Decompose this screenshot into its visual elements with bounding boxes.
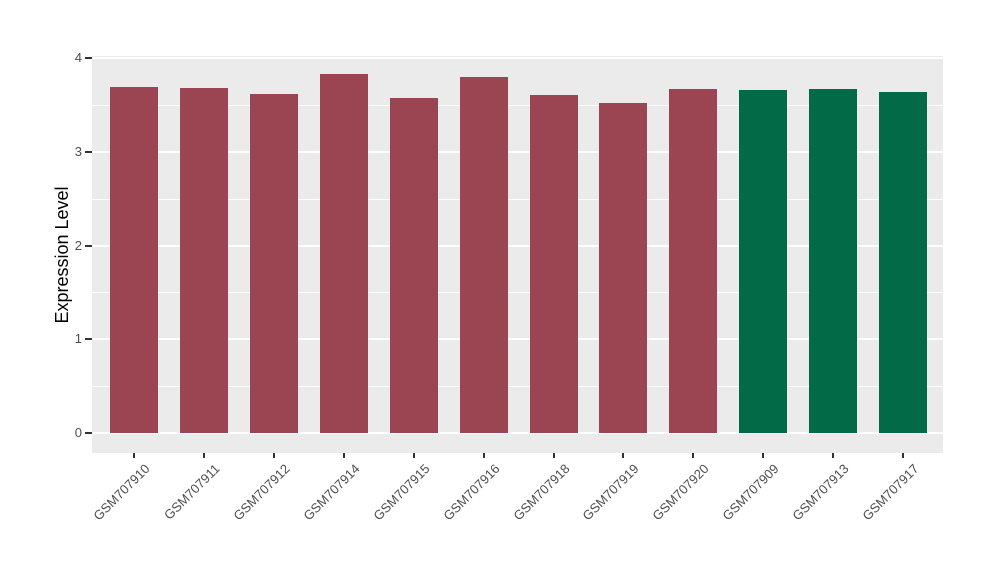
bar-GSM707910: [110, 87, 158, 433]
y-tick-mark: [85, 244, 92, 247]
plot-panel: [92, 56, 943, 453]
y-tick-mark: [85, 432, 92, 434]
y-tick-label: 2: [74, 237, 82, 253]
major-gridline: [92, 57, 943, 59]
bar-GSM707913: [809, 88, 858, 433]
x-tick-mark: [482, 453, 485, 458]
bar-GSM707920: [669, 88, 718, 433]
bar-GSM707917: [879, 91, 928, 433]
major-gridline: [92, 338, 943, 341]
minor-gridline: [92, 198, 943, 200]
x-tick-mark: [832, 453, 835, 458]
minor-gridline: [92, 104, 943, 106]
bar-GSM707912: [249, 93, 298, 433]
y-tick-label: 1: [74, 331, 82, 347]
major-gridline: [92, 244, 943, 247]
y-tick-label: 0: [74, 425, 82, 440]
bar-GSM707919: [599, 103, 648, 433]
bar-GSM707918: [529, 94, 578, 433]
x-tick-mark: [202, 453, 205, 458]
x-tick-mark: [552, 453, 555, 458]
bar-GSM707914: [319, 73, 368, 433]
x-tick-mark: [133, 453, 135, 458]
bar-GSM707916: [459, 76, 508, 433]
x-tick-mark: [412, 453, 415, 458]
major-gridline: [92, 150, 943, 153]
y-tick-label: 4: [74, 50, 82, 65]
bar-GSM707911: [179, 88, 228, 433]
x-tick-mark: [622, 453, 625, 458]
y-tick-mark: [85, 338, 92, 341]
y-tick-label: 3: [74, 143, 82, 159]
x-tick-mark: [762, 453, 765, 458]
bar-GSM707909: [739, 89, 788, 433]
y-tick-mark: [85, 150, 92, 153]
minor-gridline: [92, 292, 943, 294]
x-tick-mark: [342, 453, 345, 458]
minor-gridline: [92, 386, 943, 388]
x-tick-mark: [902, 453, 905, 458]
y-tick-mark: [85, 57, 92, 59]
x-tick-mark: [692, 453, 695, 458]
major-gridline: [92, 432, 943, 434]
bar-GSM707915: [389, 98, 438, 433]
x-tick-mark: [272, 453, 275, 458]
